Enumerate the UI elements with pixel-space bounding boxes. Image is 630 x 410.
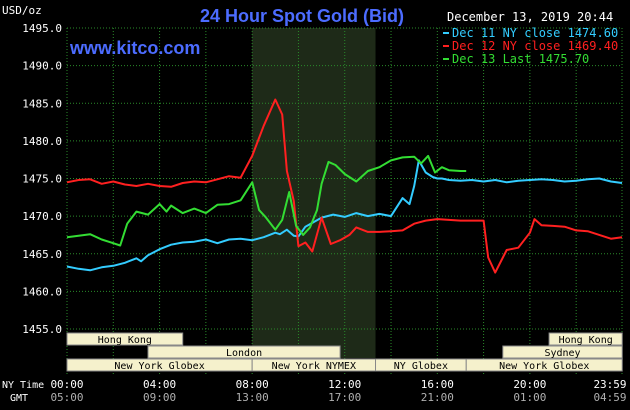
session-label: New York Globex	[499, 361, 589, 372]
x-tick-label-ny: 20:00	[513, 378, 546, 391]
x-tick-label-gmt: 01:00	[513, 391, 546, 404]
y-tick-label: 1495.0	[22, 22, 62, 35]
x-tick-label-ny: 23:59	[593, 378, 626, 391]
x-tick-label-gmt: 09:00	[143, 391, 176, 404]
legend: Dec 11 NY close 1474.60 Dec 12 NY close …	[452, 26, 618, 66]
legend-entry-dec13: Dec 13 Last 1475.70	[452, 52, 589, 66]
market-sessions: Hong Kong Hong Kong London Sydney New York G…	[66, 332, 623, 372]
series-line-1	[66, 98, 623, 274]
y-tick-label: 1465.0	[22, 248, 62, 261]
session-box	[66, 332, 184, 346]
timestamp: December 13, 2019 20:44	[447, 10, 613, 24]
series-line-2	[66, 154, 467, 247]
session-label: Hong Kong	[559, 335, 613, 346]
y-tick-label: 1470.0	[22, 210, 62, 223]
session-box	[147, 345, 341, 359]
gmt-row-label: GMT	[10, 393, 28, 404]
x-tick-label-ny: 04:00	[143, 378, 176, 391]
legend-entry-dec11: Dec 11 NY close 1474.60	[452, 26, 618, 40]
x-tick-label-ny: 08:00	[236, 378, 269, 391]
session-label: London	[226, 348, 262, 359]
legend-marker-dec12	[443, 45, 449, 47]
x-tick-label-gmt: 04:59	[593, 391, 626, 404]
y-tick-label: 1455.0	[22, 323, 62, 336]
price-series	[66, 98, 623, 274]
legend-markers	[443, 32, 449, 60]
x-tick-label-gmt: 21:00	[421, 391, 454, 404]
session-label: Sydney	[544, 348, 580, 359]
unit-label: USD/oz	[2, 4, 42, 17]
legend-marker-dec13	[443, 58, 449, 60]
series-line-0	[66, 159, 623, 272]
session-box	[465, 358, 623, 372]
nymex-highlight-band	[252, 28, 376, 358]
x-tick-label-gmt: 05:00	[50, 391, 83, 404]
ny-time-row-label: NY Time	[2, 380, 44, 391]
y-tick-label: 1480.0	[22, 135, 62, 148]
site-watermark: www.kitco.com	[69, 38, 200, 58]
legend-entry-dec12: Dec 12 NY close 1469.40	[452, 39, 618, 53]
x-tick-label-ny: 00:00	[50, 378, 83, 391]
grid	[66, 27, 623, 375]
legend-marker-dec11	[443, 32, 449, 34]
chart-title: 24 Hour Spot Gold (Bid)	[200, 6, 404, 26]
y-tick-label: 1475.0	[22, 173, 62, 186]
y-tick-label: 1460.0	[22, 285, 62, 298]
y-axis-ticks: 1455.0 1460.0 1465.0 1470.0 1475.0 1480.0 1485…	[22, 22, 62, 336]
x-tick-label-ny: 12:00	[328, 378, 361, 391]
session-label: Hong Kong	[98, 335, 152, 346]
session-box	[502, 345, 623, 359]
session-box	[548, 332, 623, 346]
session-label: New York Globex	[114, 361, 204, 372]
session-label: NY Globex	[394, 361, 448, 372]
y-tick-label: 1485.0	[22, 97, 62, 110]
y-tick-label: 1490.0	[22, 60, 62, 73]
x-tick-label-gmt: 13:00	[236, 391, 269, 404]
x-tick-label-ny: 16:00	[421, 378, 454, 391]
x-tick-label-gmt: 17:00	[328, 391, 361, 404]
session-label: New York NYMEX	[272, 361, 356, 372]
